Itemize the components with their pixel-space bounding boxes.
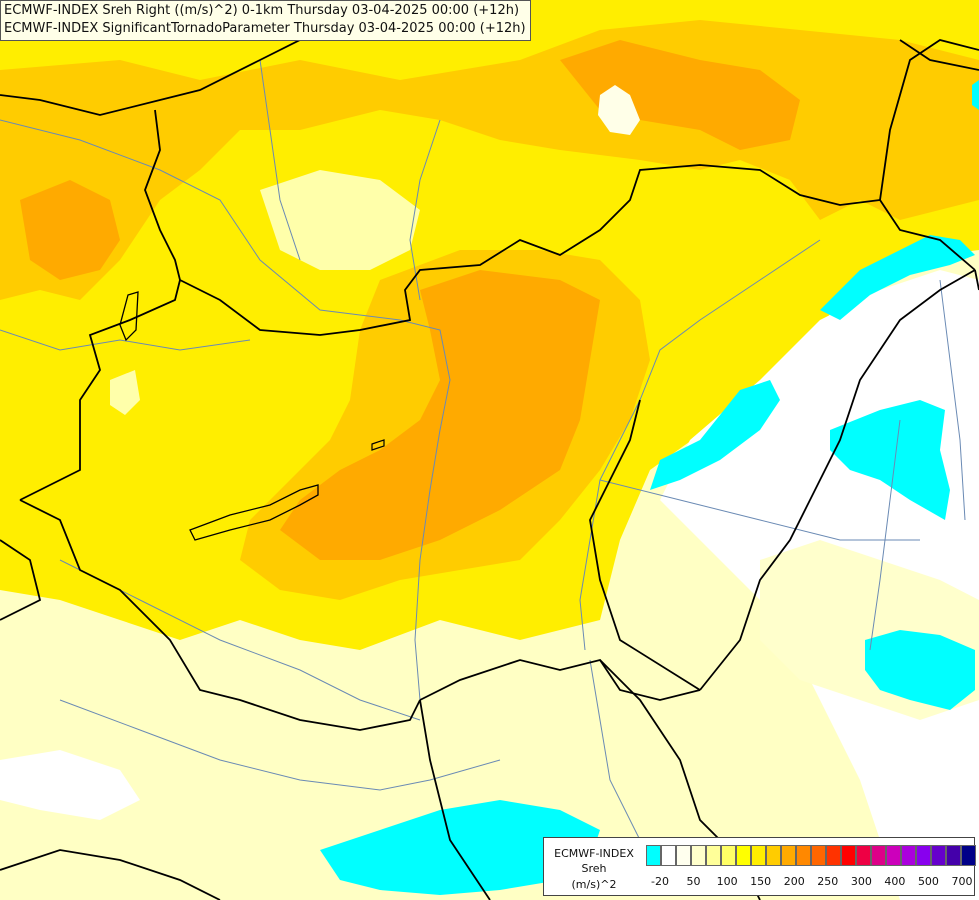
sreh-field-orange-west [20,180,120,280]
color-legend: ECMWF-INDEX Sreh (m/s)^2 -20 50 100 150 200 2… [543,837,976,896]
legend-swatch [751,845,766,866]
legend-swatch [946,845,961,866]
legend-swatch [796,845,811,866]
legend-swatch [931,845,946,866]
sreh-field-white-hole [598,85,640,135]
legend-swatch [856,845,871,866]
legend-swatch [676,845,691,866]
legend-tick-label: 100 [716,875,738,888]
sreh-field-cyan-east3 [865,630,975,710]
legend-swatch [916,845,931,866]
legend-swatch [661,845,676,866]
legend-tick-label: 50 [686,875,701,888]
legend-swatch [901,845,916,866]
river-inn [0,329,251,351]
river-mures [599,479,920,541]
legend-parameter-label: Sreh [581,862,607,875]
river-vah [409,119,441,301]
border-austria-germany [19,279,181,501]
legend-swatch [646,845,661,866]
legend-swatch [736,845,751,866]
title-line-stp: ECMWF-INDEX SignificantTornadoParameter … [4,21,526,36]
legend-swatches [646,845,976,866]
legend-tick-label: 400 [884,875,906,888]
sreh-field-white-sw [0,750,140,820]
border-ukraine-romania [879,199,976,271]
legend-tick-label: 300 [850,875,872,888]
border-romania-moldova [974,269,979,291]
sreh-field-orange-north [560,40,800,150]
border-romania-serbia [699,269,976,691]
legend-tick-label: 700 [951,875,973,888]
title-box: ECMWF-INDEX Sreh Right ((m/s)^2) 0-1km T… [0,0,531,41]
border-northeast-corner [899,39,979,71]
border-croatia-south [0,849,221,900]
rivers [0,59,966,841]
river-tisza [579,239,821,651]
border-west-alps [0,539,42,621]
border-hungary-romania [589,399,701,691]
border-austria-slovenia [19,499,421,731]
legend-swatch [721,845,736,866]
sreh-field-orange-center [280,270,600,560]
sreh-field-cyan-east2 [830,400,950,520]
river-olt [869,419,901,651]
sreh-field-pale-west [110,370,140,415]
sreh-field-cyan-south [320,800,600,895]
river-siret [939,279,966,521]
legend-source-label: ECMWF-INDEX [554,847,634,860]
legend-unit-label: (m/s)^2 [571,878,617,891]
legend-swatch [811,845,826,866]
legend-tick-label: -20 [651,875,669,888]
legend-swatch [841,845,856,866]
sreh-field-cyan-east1 [650,380,780,490]
border-serbia-bosnia [419,699,491,900]
legend-swatch [691,845,706,866]
lake-neusiedl [119,291,139,342]
border-austria-czechia-slovakia [179,164,881,336]
lake-small [371,439,385,451]
legend-swatch [826,845,841,866]
legend-tick-label: 150 [750,875,772,888]
sreh-field-cyan-ne [820,235,975,320]
legend-swatch [886,845,901,866]
legend-tick-label: 200 [783,875,805,888]
legend-swatch [706,845,721,866]
border-germany-czechia [144,109,181,281]
sreh-field-pale-north [260,170,420,270]
river-morava [259,59,301,261]
river-danube [0,119,451,761]
border-poland-ukraine [879,39,979,201]
sreh-field-cyan-ne-edge [972,80,979,110]
border-hungary-croatia-serbia [419,658,701,701]
title-line-sreh: ECMWF-INDEX Sreh Right ((m/s)^2) 0-1km T… [4,3,520,18]
legend-swatch [781,845,796,866]
legend-tick-label: 500 [917,875,939,888]
legend-swatch [961,845,976,866]
legend-tick-label: 250 [817,875,839,888]
river-sava [59,699,501,791]
river-south-serbia [589,659,641,841]
lake-balaton [189,484,319,541]
legend-ticks: -20 50 100 150 200 250 300 400 500 700 [646,875,972,889]
legend-swatch [871,845,886,866]
river-drava [59,559,421,721]
legend-swatch [766,845,781,866]
